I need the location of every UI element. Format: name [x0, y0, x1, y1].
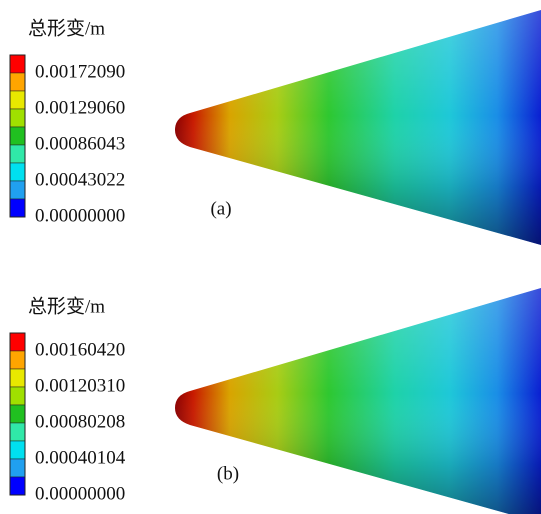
legend-swatch: [10, 145, 25, 163]
legend-label: 0.00040104: [35, 447, 126, 468]
legend-swatch: [10, 163, 25, 181]
panel-label: (b): [217, 463, 239, 484]
legend-swatch: [10, 333, 25, 351]
legend-title: 总形变/m: [28, 17, 105, 39]
legend-swatch: [10, 109, 25, 127]
legend-swatch: [10, 351, 25, 369]
legend-swatch: [10, 369, 25, 387]
legend-swatch: [10, 477, 25, 495]
legend-label: 0.00080208: [35, 411, 125, 432]
legend-label: 0.00000000: [35, 483, 125, 504]
legend-swatch: [10, 459, 25, 477]
legend-swatch: [10, 387, 25, 405]
legend-swatch: [10, 423, 25, 441]
legend-swatch: [10, 199, 25, 217]
panel-label: (a): [210, 198, 231, 219]
legend-label: 0.00172090: [35, 61, 125, 82]
figure: 总形变/m 0.00172090 0.00129060 0.00086043 0.000…: [0, 0, 541, 514]
legend-label: 0.00129060: [35, 97, 125, 118]
legend-swatch: [10, 55, 25, 73]
legend-swatch: [10, 405, 25, 423]
legend-swatch: [10, 91, 25, 109]
legend-swatch: [10, 181, 25, 199]
legend-label: 0.00000000: [35, 205, 125, 226]
legend-label: 0.00086043: [35, 133, 125, 154]
legend-title: 总形变/m: [28, 295, 105, 317]
legend-swatch: [10, 127, 25, 145]
legend-label: 0.00043022: [35, 169, 125, 190]
legend-label: 0.00160420: [35, 339, 125, 360]
legend-swatch: [10, 441, 25, 459]
legend-label: 0.00120310: [35, 375, 125, 396]
legend-swatch: [10, 73, 25, 91]
